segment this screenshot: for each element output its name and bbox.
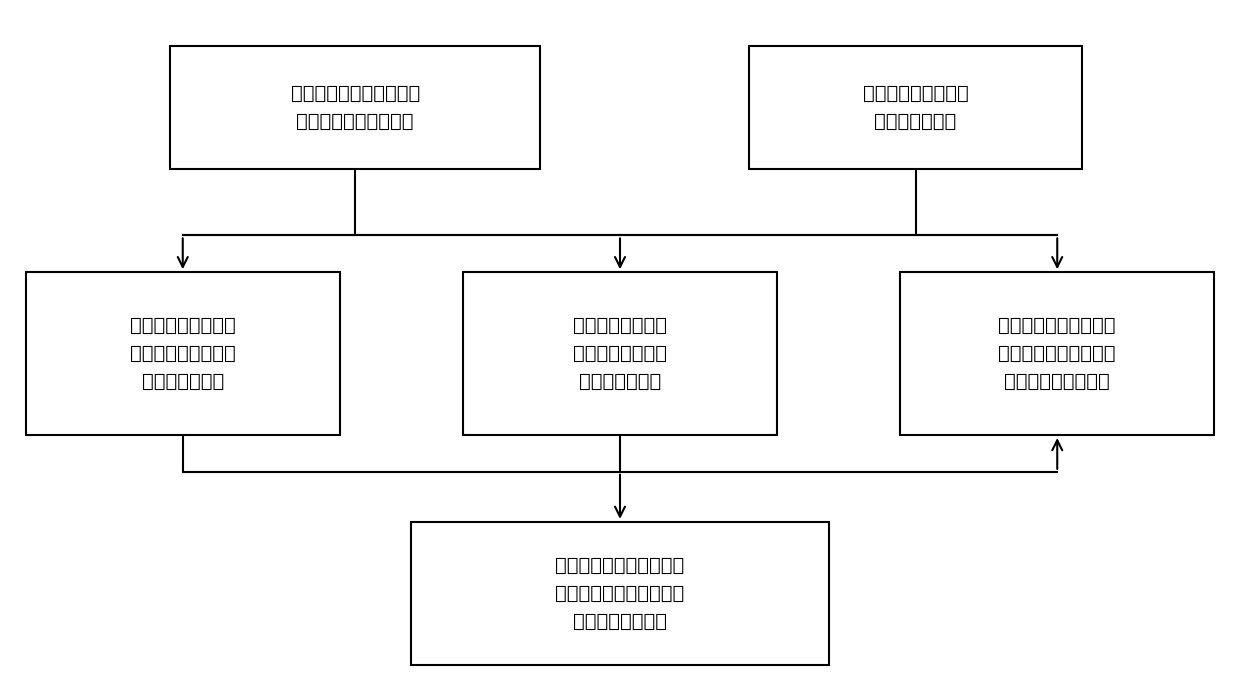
FancyBboxPatch shape — [463, 272, 777, 435]
Text: 环境风险分析，确
定环境风险可接受
度等级分布区域: 环境风险分析，确 定环境风险可接受 度等级分布区域 — [573, 316, 667, 391]
Text: 调查化工园区大气污染源
清单、环境风险源清单: 调查化工园区大气污染源 清单、环境风险源清单 — [290, 84, 420, 131]
Text: 人体健康风险评估，确
定人体健康风险可接受
度指标等级分布区域: 人体健康风险评估，确 定人体健康风险可接受 度指标等级分布区域 — [998, 316, 1116, 391]
Text: 环境空气质量模拟分
析，确定环境质量指
标等级分布区域: 环境空气质量模拟分 析，确定环境质量指 标等级分布区域 — [130, 316, 236, 391]
FancyBboxPatch shape — [900, 272, 1214, 435]
FancyBboxPatch shape — [410, 522, 830, 665]
FancyBboxPatch shape — [749, 46, 1081, 169]
Text: 环境健康风险可接受度指
标分析，分层次给出环境
健康风险防护距离: 环境健康风险可接受度指 标分析，分层次给出环境 健康风险防护距离 — [556, 556, 684, 631]
FancyBboxPatch shape — [170, 46, 539, 169]
FancyBboxPatch shape — [26, 272, 340, 435]
Text: 建立环境健康风险可
接受度指标体系: 建立环境健康风险可 接受度指标体系 — [863, 84, 968, 131]
